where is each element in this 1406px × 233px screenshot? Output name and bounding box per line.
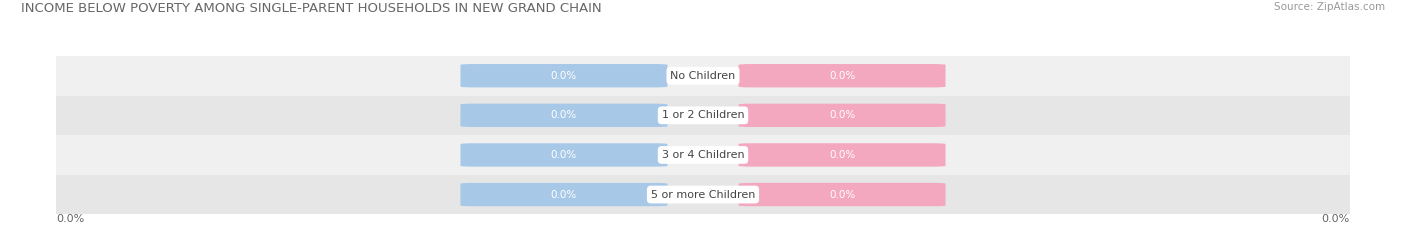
Text: 3 or 4 Children: 3 or 4 Children <box>662 150 744 160</box>
FancyBboxPatch shape <box>461 64 668 87</box>
Text: 0.0%: 0.0% <box>551 190 576 199</box>
Text: 0.0%: 0.0% <box>830 110 855 120</box>
FancyBboxPatch shape <box>738 183 946 206</box>
FancyBboxPatch shape <box>461 143 668 167</box>
Text: 0.0%: 0.0% <box>56 214 84 224</box>
Text: 5 or more Children: 5 or more Children <box>651 190 755 199</box>
Text: Source: ZipAtlas.com: Source: ZipAtlas.com <box>1274 2 1385 12</box>
FancyBboxPatch shape <box>56 96 1350 135</box>
FancyBboxPatch shape <box>56 56 1350 96</box>
Text: 0.0%: 0.0% <box>551 71 576 81</box>
Text: 0.0%: 0.0% <box>830 190 855 199</box>
Text: 0.0%: 0.0% <box>830 71 855 81</box>
Text: INCOME BELOW POVERTY AMONG SINGLE-PARENT HOUSEHOLDS IN NEW GRAND CHAIN: INCOME BELOW POVERTY AMONG SINGLE-PARENT… <box>21 2 602 15</box>
Text: 0.0%: 0.0% <box>1322 214 1350 224</box>
FancyBboxPatch shape <box>461 104 668 127</box>
Text: 0.0%: 0.0% <box>551 110 576 120</box>
Text: 0.0%: 0.0% <box>830 150 855 160</box>
FancyBboxPatch shape <box>738 104 946 127</box>
Text: No Children: No Children <box>671 71 735 81</box>
FancyBboxPatch shape <box>738 143 946 167</box>
FancyBboxPatch shape <box>56 175 1350 214</box>
Text: 1 or 2 Children: 1 or 2 Children <box>662 110 744 120</box>
FancyBboxPatch shape <box>738 64 946 87</box>
FancyBboxPatch shape <box>461 183 668 206</box>
FancyBboxPatch shape <box>56 135 1350 175</box>
Text: 0.0%: 0.0% <box>551 150 576 160</box>
